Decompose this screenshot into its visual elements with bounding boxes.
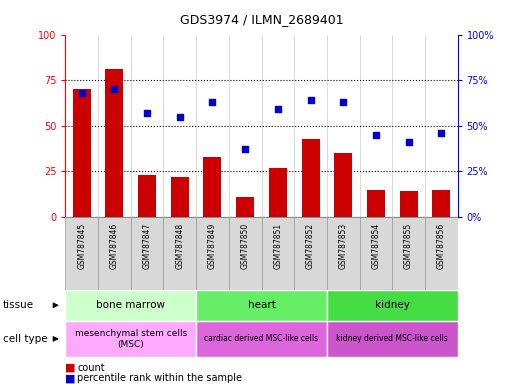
- Text: GSM787849: GSM787849: [208, 223, 217, 269]
- Point: [372, 132, 380, 138]
- Bar: [334, 153, 352, 217]
- Bar: [163, 217, 196, 290]
- Text: cell type: cell type: [3, 334, 47, 344]
- Text: mesenchymal stem cells
(MSC): mesenchymal stem cells (MSC): [75, 329, 187, 349]
- Bar: [327, 321, 458, 357]
- Bar: [302, 139, 320, 217]
- Point: [176, 114, 184, 120]
- Text: GSM787851: GSM787851: [274, 223, 282, 269]
- Bar: [236, 197, 254, 217]
- Text: GSM787855: GSM787855: [404, 223, 413, 269]
- Bar: [65, 290, 196, 321]
- Text: GSM787852: GSM787852: [306, 223, 315, 269]
- Bar: [73, 89, 90, 217]
- Bar: [203, 157, 221, 217]
- Bar: [196, 290, 327, 321]
- Point: [274, 106, 282, 113]
- Point: [437, 130, 446, 136]
- Bar: [131, 217, 163, 290]
- Text: GSM787856: GSM787856: [437, 223, 446, 269]
- Text: percentile rank within the sample: percentile rank within the sample: [77, 373, 242, 383]
- Bar: [327, 290, 458, 321]
- Text: bone marrow: bone marrow: [96, 300, 165, 310]
- Text: GSM787850: GSM787850: [241, 223, 249, 269]
- Bar: [360, 217, 392, 290]
- Text: GSM787854: GSM787854: [371, 223, 380, 269]
- Bar: [65, 217, 98, 290]
- Text: count: count: [77, 363, 105, 373]
- Text: ■: ■: [65, 373, 76, 383]
- Text: heart: heart: [247, 300, 276, 310]
- Bar: [400, 192, 417, 217]
- Bar: [138, 175, 156, 217]
- Bar: [196, 217, 229, 290]
- Bar: [65, 321, 196, 357]
- Text: ■: ■: [65, 363, 76, 373]
- Text: GSM787846: GSM787846: [110, 223, 119, 269]
- Text: tissue: tissue: [3, 300, 34, 310]
- Bar: [425, 217, 458, 290]
- Text: GDS3974 / ILMN_2689401: GDS3974 / ILMN_2689401: [180, 13, 343, 26]
- Point: [339, 99, 347, 105]
- Point: [306, 97, 315, 103]
- Bar: [433, 190, 450, 217]
- Point: [241, 146, 249, 152]
- Text: GSM787845: GSM787845: [77, 223, 86, 269]
- Text: GSM787853: GSM787853: [339, 223, 348, 269]
- Bar: [392, 217, 425, 290]
- Point: [77, 90, 86, 96]
- Text: cardiac derived MSC-like cells: cardiac derived MSC-like cells: [204, 334, 319, 343]
- Text: kidney: kidney: [375, 300, 410, 310]
- Bar: [98, 217, 131, 290]
- Point: [110, 86, 119, 93]
- Text: GSM787847: GSM787847: [143, 223, 152, 269]
- Bar: [171, 177, 189, 217]
- Bar: [367, 190, 385, 217]
- Bar: [327, 217, 360, 290]
- Bar: [196, 321, 327, 357]
- Point: [143, 110, 151, 116]
- Text: GSM787848: GSM787848: [175, 223, 184, 269]
- Text: kidney derived MSC-like cells: kidney derived MSC-like cells: [336, 334, 448, 343]
- Bar: [269, 168, 287, 217]
- Bar: [294, 217, 327, 290]
- Bar: [229, 217, 262, 290]
- Bar: [262, 217, 294, 290]
- Bar: [106, 69, 123, 217]
- Point: [404, 139, 413, 145]
- Point: [208, 99, 217, 105]
